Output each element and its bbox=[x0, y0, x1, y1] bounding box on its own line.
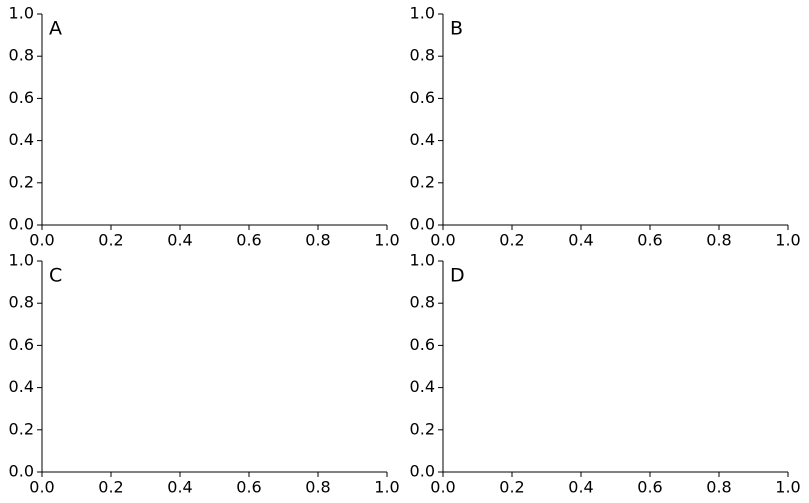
y-tick-label: 0.4 bbox=[9, 377, 34, 396]
y-tick-label: 0.6 bbox=[9, 88, 34, 107]
x-tick-label: 0.0 bbox=[430, 231, 455, 250]
panel-label: A bbox=[49, 18, 62, 40]
y-tick-label: 0.0 bbox=[9, 215, 34, 234]
y-tick-label: 1.0 bbox=[9, 251, 34, 270]
x-tick-label: 0.0 bbox=[430, 478, 455, 497]
y-tick-label: 0.6 bbox=[410, 88, 435, 107]
x-tick-label: 0.8 bbox=[706, 478, 731, 497]
x-tick-label: 0.6 bbox=[236, 478, 261, 497]
panel-label: C bbox=[49, 265, 62, 287]
x-tick-label: 0.6 bbox=[637, 478, 662, 497]
y-tick-label: 0.8 bbox=[9, 46, 34, 65]
y-tick-label: 0.4 bbox=[410, 377, 435, 396]
x-tick-label: 1.0 bbox=[775, 231, 800, 250]
y-tick-label: 0.0 bbox=[410, 462, 435, 481]
y-tick-label: 0.8 bbox=[9, 293, 34, 312]
y-tick-label: 0.6 bbox=[410, 335, 435, 354]
y-tick-label: 0.0 bbox=[410, 215, 435, 234]
y-tick-label: 0.8 bbox=[410, 293, 435, 312]
x-tick-label: 1.0 bbox=[374, 478, 399, 497]
y-tick-label: 0.2 bbox=[9, 419, 34, 438]
x-tick-label: 1.0 bbox=[775, 478, 800, 497]
y-tick-label: 0.4 bbox=[410, 130, 435, 149]
y-tick-label: 1.0 bbox=[410, 251, 435, 270]
y-tick-label: 0.0 bbox=[9, 462, 34, 481]
y-tick-label: 0.8 bbox=[410, 46, 435, 65]
panel-label: D bbox=[450, 265, 465, 287]
x-tick-label: 0.0 bbox=[29, 478, 54, 497]
y-tick-label: 0.2 bbox=[410, 172, 435, 191]
x-tick-label: 0.0 bbox=[29, 231, 54, 250]
y-tick-label: 0.2 bbox=[410, 419, 435, 438]
y-tick-label: 0.4 bbox=[9, 130, 34, 149]
panel-label: B bbox=[450, 18, 463, 40]
x-tick-label: 0.8 bbox=[305, 478, 330, 497]
x-tick-label: 0.2 bbox=[499, 231, 524, 250]
y-tick-label: 0.6 bbox=[9, 335, 34, 354]
x-tick-label: 0.2 bbox=[98, 478, 123, 497]
x-tick-label: 0.8 bbox=[706, 231, 731, 250]
x-tick-label: 0.2 bbox=[499, 478, 524, 497]
y-tick-label: 1.0 bbox=[410, 4, 435, 23]
y-tick-label: 0.2 bbox=[9, 172, 34, 191]
x-tick-label: 0.4 bbox=[167, 231, 192, 250]
x-tick-label: 0.6 bbox=[236, 231, 261, 250]
x-tick-label: 0.6 bbox=[637, 231, 662, 250]
x-tick-label: 0.8 bbox=[305, 231, 330, 250]
x-tick-label: 0.4 bbox=[568, 478, 593, 497]
x-tick-label: 0.4 bbox=[568, 231, 593, 250]
x-tick-label: 1.0 bbox=[374, 231, 399, 250]
x-tick-label: 0.2 bbox=[98, 231, 123, 250]
y-tick-label: 1.0 bbox=[9, 4, 34, 23]
x-tick-label: 0.4 bbox=[167, 478, 192, 497]
